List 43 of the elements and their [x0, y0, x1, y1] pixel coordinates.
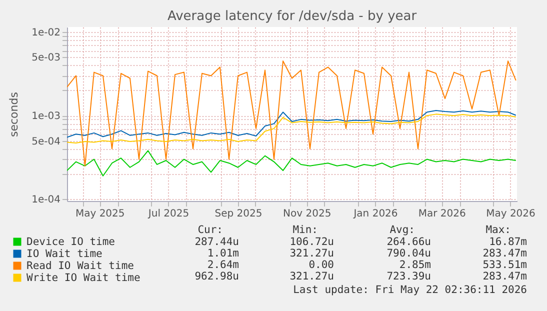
- y-tick-label: 5e-03: [32, 52, 60, 64]
- x-tick-label: Jan 2026: [352, 208, 398, 220]
- text: 321.27u: [290, 270, 334, 282]
- text: 106.72u: [290, 236, 334, 248]
- x-tick-label: Jul 2025: [147, 208, 190, 220]
- x-tick-label: May 2026: [486, 208, 536, 220]
- x-tick-label: May 2025: [75, 208, 125, 220]
- line-series: [67, 150, 516, 176]
- text: Min:: [292, 224, 318, 236]
- x-tick-label: Nov 2025: [283, 208, 332, 220]
- text: Max:: [486, 224, 511, 236]
- text: Last update: Fri May 22 02:36:11 2026: [293, 284, 527, 296]
- legend-label: Write IO Wait time: [26, 272, 140, 284]
- y-tick-label: 1e-04: [32, 194, 60, 206]
- text: 1.01m: [207, 248, 239, 260]
- y-axis-title: seconds: [8, 92, 21, 137]
- text: 723.39u: [386, 270, 431, 282]
- line-series: [67, 114, 516, 144]
- legend-label: Read IO Wait time: [26, 260, 134, 272]
- text: 16.87m: [489, 236, 527, 248]
- text: 2.64m: [207, 259, 239, 271]
- line-series: [67, 110, 516, 138]
- y-tick-label: 1e-02: [32, 28, 60, 39]
- x-tick-label: Mar 2026: [418, 208, 466, 220]
- y-tick-label: 5e-04: [32, 136, 60, 148]
- text: Avg:: [390, 224, 415, 236]
- text: 283.47m: [482, 248, 527, 260]
- text: 790.04u: [386, 248, 431, 260]
- text: 2.85m: [399, 259, 431, 271]
- line-series: [67, 60, 516, 166]
- text: 264.66u: [386, 236, 431, 248]
- legend-label: IO Wait time: [26, 248, 102, 260]
- text: 962.98u: [194, 270, 239, 282]
- text: 283.47m: [482, 270, 527, 282]
- text: 0.00: [308, 259, 334, 271]
- text: 287.44u: [194, 236, 239, 248]
- x-tick-label: Sep 2025: [214, 208, 262, 220]
- text: 321.27u: [290, 248, 334, 260]
- chart-title: Average latency for /dev/sda - by year: [167, 9, 418, 24]
- y-tick-label: 1e-03: [32, 111, 60, 122]
- text: Cur:: [198, 224, 223, 236]
- text: 533.51m: [482, 259, 527, 271]
- legend-label: Device IO time: [26, 236, 116, 248]
